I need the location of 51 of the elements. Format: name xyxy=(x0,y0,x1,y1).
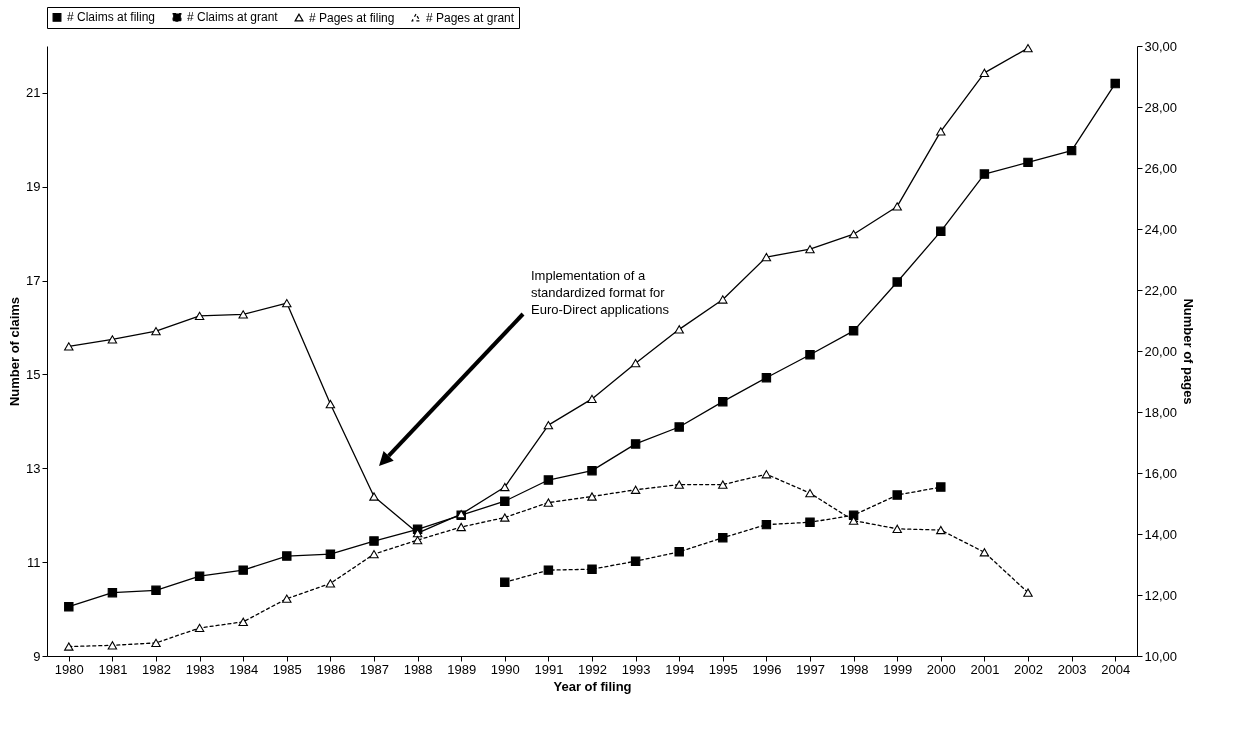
x-axis-title: Year of filing xyxy=(553,678,632,694)
y2-tick-label: 18,00 xyxy=(1144,404,1178,420)
y-tick-label: 9 xyxy=(33,648,41,664)
x-tick-label: 2002 xyxy=(1014,661,1043,677)
x-tick-label: 2004 xyxy=(1101,661,1131,677)
x-tick-label: 1995 xyxy=(708,661,738,677)
x-tick-label: 1999 xyxy=(883,661,913,677)
legend-label: # Pages at filing xyxy=(309,10,395,25)
legend-label: # Claims at filing xyxy=(67,10,156,25)
x-tick-label: 1983 xyxy=(185,661,215,677)
x-tick-label: 1987 xyxy=(360,661,389,677)
x-tick-label: 1996 xyxy=(752,661,782,677)
y-tick-label: 15 xyxy=(26,366,41,382)
x-tick-label: 2003 xyxy=(1057,661,1087,677)
y-axis-title: Number of claims xyxy=(7,296,23,407)
y-tick-label: 11 xyxy=(27,554,41,570)
x-tick-label: 1980 xyxy=(54,661,84,677)
y2-tick-label: 26,00 xyxy=(1144,160,1178,176)
legend-label: # Claims at grant xyxy=(187,10,279,25)
y2-tick-label: 30,00 xyxy=(1144,38,1178,54)
x-tick-label: 1986 xyxy=(316,661,346,677)
y2-tick-label: 20,00 xyxy=(1144,343,1178,359)
y-tick-label: 19 xyxy=(26,179,41,195)
x-tick-label: 1981 xyxy=(98,661,128,677)
x-tick-label: 1990 xyxy=(490,661,520,677)
y-tick-label: 13 xyxy=(26,460,41,476)
x-tick-label: 1988 xyxy=(403,661,433,677)
x-tick-label: 1994 xyxy=(665,661,695,677)
y2-tick-label: 16,00 xyxy=(1144,465,1178,481)
y-tick-label: 17 xyxy=(26,273,41,289)
y2-tick-label: 10,00 xyxy=(1144,648,1178,664)
y2-tick-label: 22,00 xyxy=(1144,282,1178,298)
annotation: Implementation of a standardized format for Euro-Direct applications xyxy=(531,268,670,317)
y2-axis-title: Number of pages xyxy=(1181,298,1197,405)
legend-label: # Pages at grant xyxy=(426,10,515,25)
x-tick-label: 1989 xyxy=(447,661,477,677)
x-tick-label: 1993 xyxy=(621,661,651,677)
x-tick-label: 2001 xyxy=(970,661,1000,677)
x-tick-label: 1982 xyxy=(142,661,171,677)
x-tick-label: 1991 xyxy=(534,661,564,677)
y2-tick-label: 28,00 xyxy=(1144,99,1178,115)
y2-tick-label: 14,00 xyxy=(1144,526,1178,542)
x-tick-label: 1992 xyxy=(578,661,607,677)
x-tick-label: 1997 xyxy=(796,661,825,677)
x-tick-label: 2000 xyxy=(926,661,956,677)
y2-tick-label: 24,00 xyxy=(1144,221,1178,237)
y2-tick-label: 12,00 xyxy=(1144,587,1178,603)
x-tick-label: 1984 xyxy=(229,661,259,677)
x-tick-label: 1998 xyxy=(839,661,869,677)
x-tick-label: 1985 xyxy=(272,661,302,677)
y-tick-label: 21 xyxy=(26,85,41,101)
